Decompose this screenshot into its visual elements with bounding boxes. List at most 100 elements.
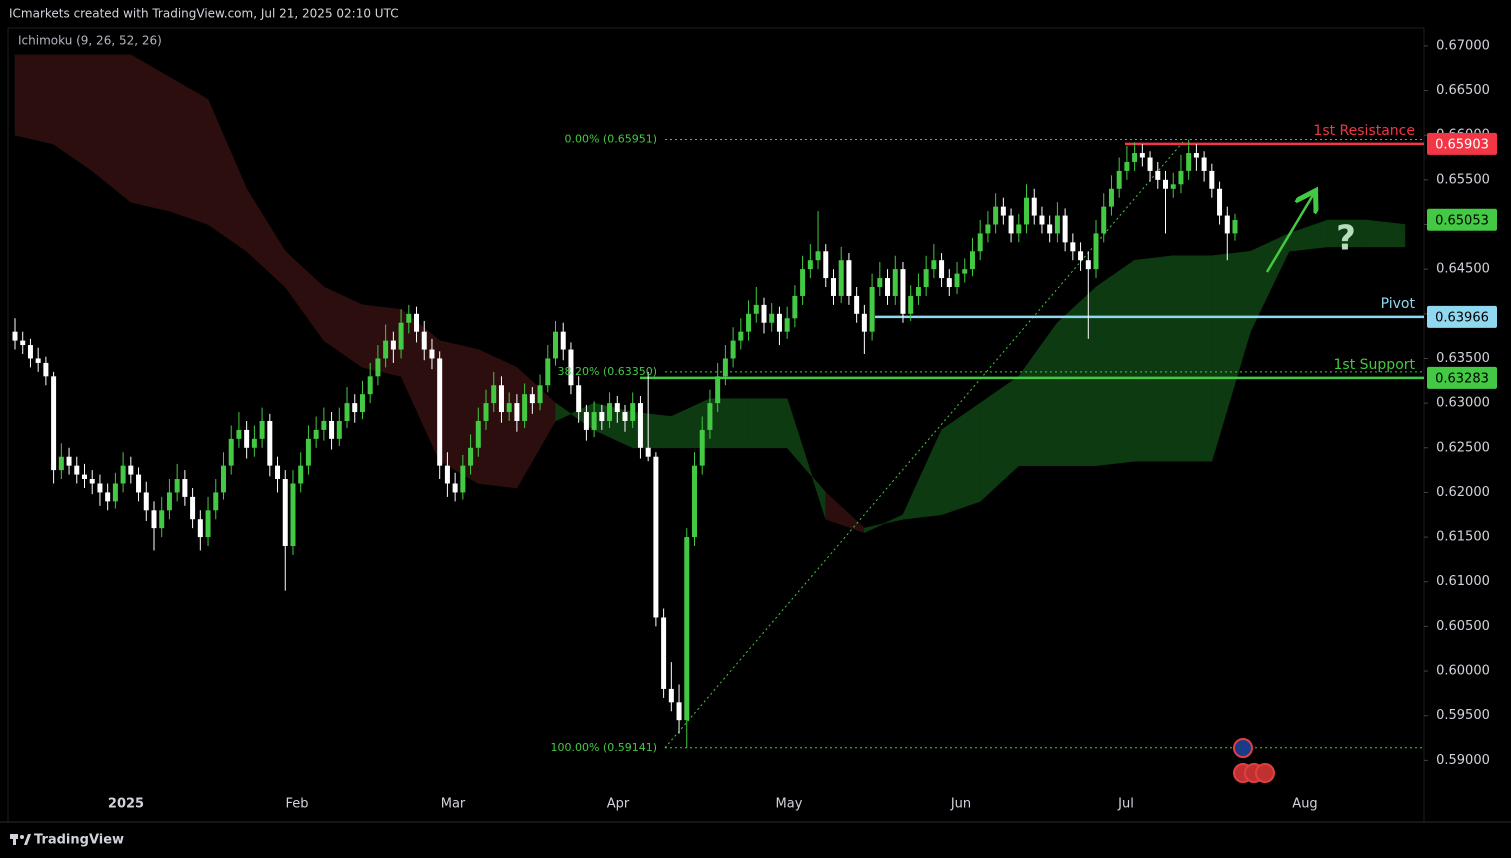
candle-body [1116,170,1122,189]
candle-body [784,318,790,332]
candle-body [915,287,921,296]
candle-body [553,331,559,359]
level-name: 1st Resistance [1313,123,1415,139]
x-tick-label: Jun [950,797,971,812]
cloud-segment [130,54,170,212]
candle-body [437,358,443,466]
candle-body [730,340,736,359]
candle-body [1155,170,1161,180]
candle-body [545,358,551,386]
candle-body [305,438,311,466]
y-tick-label: 0.62500 [1436,440,1490,455]
candle-body [259,420,265,439]
candle-body [66,456,72,466]
candle-body [800,269,806,296]
candle-body [1031,197,1037,216]
candle-body [1070,242,1076,252]
candle-body [792,295,798,319]
y-tick-label: 0.59000 [1436,753,1490,768]
candle-body [1193,153,1199,158]
candle-body [560,331,566,350]
candle-body [51,376,57,471]
x-tick-label: Mar [441,797,466,812]
candle-body [282,479,288,547]
candle-body [414,313,420,332]
x-tick-label: Jul [1117,797,1134,812]
candle-body [715,376,721,404]
x-tick-label: Feb [285,797,308,812]
x-tick-label: 2025 [108,797,144,812]
candle-body [529,394,535,404]
cloud-segment [1172,255,1213,462]
cloud-segment [1134,255,1174,462]
candle-body [861,313,867,332]
candle-body [421,331,427,350]
candle-body [74,465,80,475]
level-price-box [1427,305,1497,328]
level-name: 1st Support [1334,357,1416,373]
candle-body [1047,224,1053,234]
candle-body [838,260,844,296]
candle-body [159,510,165,529]
candle-body [1147,157,1153,171]
candle-body [151,510,157,529]
candle-body [136,474,142,493]
candle-body [1163,179,1169,189]
candle-body [321,420,327,430]
candle-body [1062,215,1068,243]
candle-body [352,403,358,413]
candle-body [1078,251,1084,261]
candle-body [1186,153,1192,171]
footer: TradingView [34,833,124,848]
candle-body [290,483,296,547]
candle-body [35,358,41,363]
candle-body [236,429,242,439]
candle-body [128,465,134,475]
cloud-segment [748,398,788,449]
candle-body [691,465,697,538]
candle-body [931,260,937,270]
candle-body [962,269,968,274]
candle-body [1132,153,1138,162]
candle-body [1170,184,1176,189]
footer-logo [10,834,31,845]
candle-body [946,278,952,288]
candle-body [1000,206,1006,216]
candle-body [205,510,211,538]
overlays [640,139,1424,749]
cloud-segment [709,398,749,449]
candle-body [1008,215,1014,234]
y-tick-label: 0.63500 [1436,351,1490,366]
candle-body [506,403,512,413]
candle-body [815,251,821,261]
candle-body [622,412,628,421]
y-tick-label: 0.66500 [1436,83,1490,98]
candle-body [1016,224,1022,234]
event-icons [1233,738,1275,783]
candle-body [344,403,350,421]
candle-body [776,313,782,332]
candle-body [244,429,250,448]
candle-body [398,322,404,350]
candle-body [491,385,497,404]
candle-body [869,287,875,332]
candle-body [738,331,744,341]
candle-body [444,465,450,484]
level-price-box [1427,132,1497,155]
candle-body [1108,188,1114,207]
fib-label: 0.00% (0.65951) [564,133,657,146]
candle-body [190,496,196,520]
cloud-segment [1365,219,1406,248]
candle-body [637,403,643,448]
candle-body [599,412,605,421]
candle-body [298,465,304,484]
candle-body [213,492,219,511]
candle-body [105,492,111,502]
level-price-label: 0.63283 [1435,371,1489,386]
candle-body [1093,233,1099,270]
candle-body [607,403,613,421]
candle-body [20,340,26,346]
x-tick-label: May [776,797,803,812]
cloud-segment [169,76,209,225]
